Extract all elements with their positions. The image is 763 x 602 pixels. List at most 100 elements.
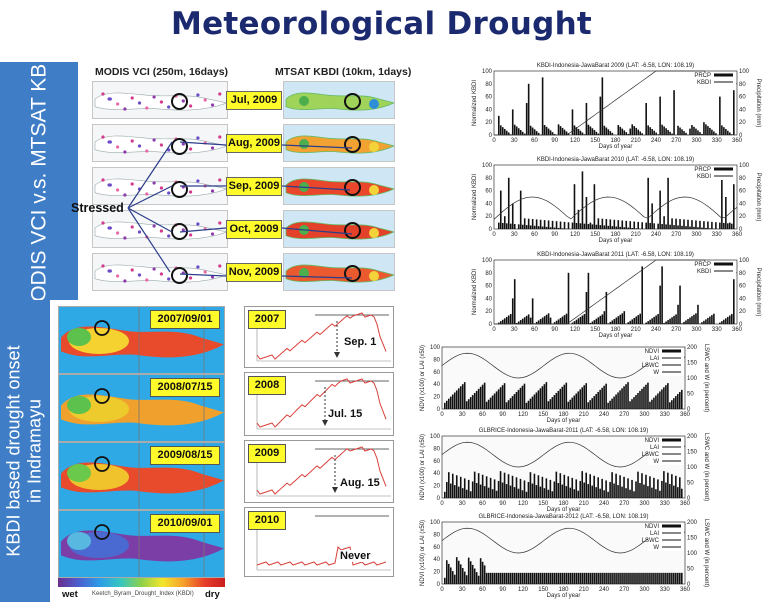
bar bbox=[511, 298, 514, 324]
bar bbox=[543, 316, 546, 324]
bar bbox=[451, 571, 454, 584]
y-tick-left: 40 bbox=[485, 296, 492, 302]
bar bbox=[469, 561, 472, 584]
bar bbox=[445, 481, 448, 498]
bar bbox=[545, 572, 548, 584]
bar bbox=[647, 382, 649, 409]
kbdi-map bbox=[283, 124, 395, 162]
bar bbox=[455, 557, 458, 584]
bar bbox=[699, 220, 701, 229]
kbdi-color-legend bbox=[58, 578, 225, 587]
y-tick-right: 60 bbox=[739, 95, 746, 101]
bar bbox=[663, 216, 665, 229]
bar bbox=[727, 316, 729, 324]
bar bbox=[655, 489, 657, 498]
bar bbox=[579, 223, 582, 229]
y-tick-right: 100 bbox=[687, 551, 698, 557]
bar bbox=[507, 474, 510, 498]
bar bbox=[701, 322, 703, 324]
x-tick: 90 bbox=[551, 232, 558, 238]
bar bbox=[725, 197, 727, 229]
y-tick-left: 0 bbox=[437, 407, 441, 413]
bar bbox=[449, 483, 452, 498]
bar bbox=[587, 224, 590, 229]
y-tick-left: 80 bbox=[485, 176, 492, 182]
x-tick: 30 bbox=[459, 501, 466, 507]
bar bbox=[533, 394, 536, 409]
bar bbox=[657, 393, 659, 409]
x-tick: 30 bbox=[511, 138, 518, 144]
bar bbox=[691, 125, 693, 135]
bar bbox=[641, 388, 643, 409]
bar bbox=[541, 386, 544, 409]
kbdi-chart: KBDI-Indonesia-JawaBarat 2009 (LAT: -6.5… bbox=[472, 63, 761, 150]
right-charts: KBDI-Indonesia-JawaBarat 2009 (LAT: -6.5… bbox=[420, 63, 761, 599]
x-tick: 210 bbox=[579, 587, 590, 593]
y-tick-right: 80 bbox=[739, 176, 746, 182]
bar bbox=[535, 572, 538, 584]
y-tick-left: 40 bbox=[485, 107, 492, 113]
bar bbox=[527, 83, 530, 135]
bar bbox=[469, 491, 472, 498]
bar bbox=[535, 392, 538, 409]
x-tick: 240 bbox=[651, 327, 662, 333]
bar bbox=[667, 320, 669, 324]
bar bbox=[491, 572, 494, 584]
y-tick-right: 100 bbox=[739, 258, 750, 264]
bar bbox=[529, 472, 532, 498]
bar bbox=[511, 475, 514, 498]
bar bbox=[559, 317, 562, 324]
bar bbox=[589, 474, 591, 498]
chart-title: KBDI-Indonesia-JawaBarat 2010 (LAT: -6.5… bbox=[537, 157, 694, 163]
bar bbox=[603, 385, 605, 409]
chart-title: GLBRICE-Indonesia-JawaBarat-2011 (LAT: -… bbox=[479, 428, 649, 434]
bar bbox=[623, 311, 626, 324]
bar bbox=[455, 475, 458, 498]
bar bbox=[733, 279, 735, 324]
bar bbox=[547, 489, 550, 498]
y-tick-right: 60 bbox=[739, 189, 746, 195]
legend-entry: LSWC bbox=[642, 452, 660, 458]
bar bbox=[599, 96, 602, 135]
bar bbox=[575, 319, 578, 324]
bar bbox=[595, 318, 598, 324]
bar bbox=[591, 321, 594, 324]
bar bbox=[497, 480, 500, 498]
bar bbox=[559, 221, 562, 229]
bar bbox=[721, 321, 723, 324]
bar bbox=[507, 572, 510, 584]
bar bbox=[637, 471, 639, 498]
bar bbox=[639, 572, 641, 584]
bar bbox=[565, 572, 568, 584]
bar bbox=[673, 90, 675, 135]
y-tick-right: 40 bbox=[739, 201, 746, 207]
bar bbox=[465, 489, 468, 498]
legend-entry: W bbox=[653, 370, 659, 376]
bar bbox=[503, 383, 506, 409]
bar bbox=[661, 124, 663, 135]
bar bbox=[499, 125, 502, 135]
bar bbox=[639, 483, 641, 498]
series-line bbox=[441, 441, 686, 468]
onset-label: Sep. 1 bbox=[344, 336, 377, 348]
bar bbox=[619, 314, 622, 324]
bar bbox=[459, 476, 462, 498]
bar bbox=[535, 485, 538, 498]
x-tick: 240 bbox=[599, 501, 610, 507]
y-tick-left: 20 bbox=[485, 214, 492, 220]
legend-entry: LAI bbox=[650, 356, 659, 362]
bar bbox=[471, 481, 474, 498]
bar bbox=[623, 130, 626, 135]
y-tick-right: 40 bbox=[739, 107, 746, 113]
bar bbox=[731, 223, 733, 229]
legend-entry: PRCP bbox=[694, 73, 711, 79]
bar bbox=[681, 225, 683, 229]
y-tick-left: 100 bbox=[430, 345, 441, 351]
bar bbox=[729, 132, 731, 135]
bar bbox=[649, 222, 651, 229]
bar bbox=[569, 572, 572, 584]
bar bbox=[731, 314, 733, 324]
bar bbox=[587, 124, 590, 135]
bar bbox=[729, 315, 731, 324]
bar bbox=[623, 476, 625, 498]
